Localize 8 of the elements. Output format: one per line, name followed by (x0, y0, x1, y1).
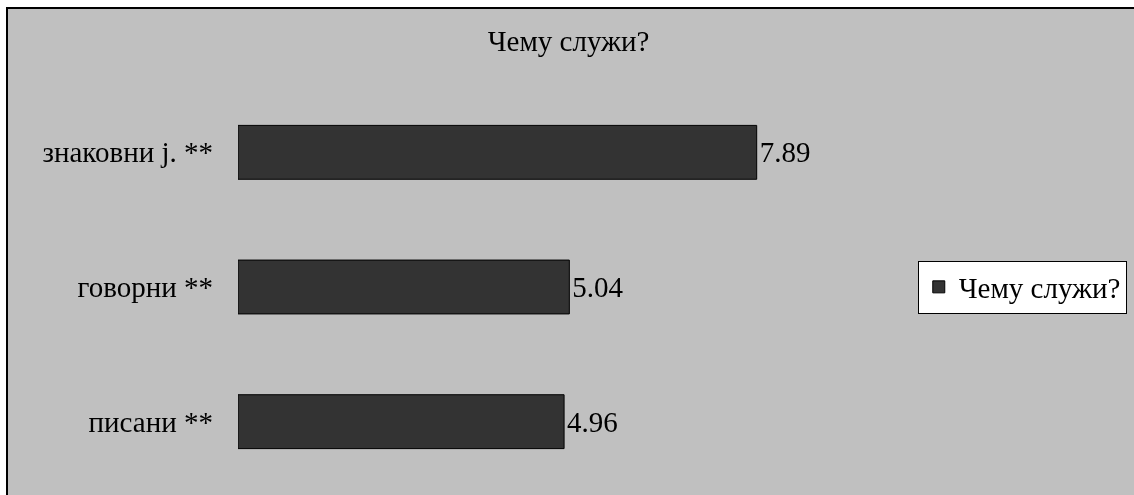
data-label: 7.89 (759, 136, 811, 169)
data-label: 5.04 (572, 271, 624, 303)
y-tick-label: знаковни ј. ** (42, 136, 213, 169)
legend-label: Чему служи? (958, 272, 1121, 305)
y-tick-label: писани ** (88, 405, 213, 438)
y-tick-label: говорни ** (77, 271, 213, 304)
data-label: 4.96 (567, 405, 618, 438)
chart-title: Чему служи? (487, 25, 650, 58)
